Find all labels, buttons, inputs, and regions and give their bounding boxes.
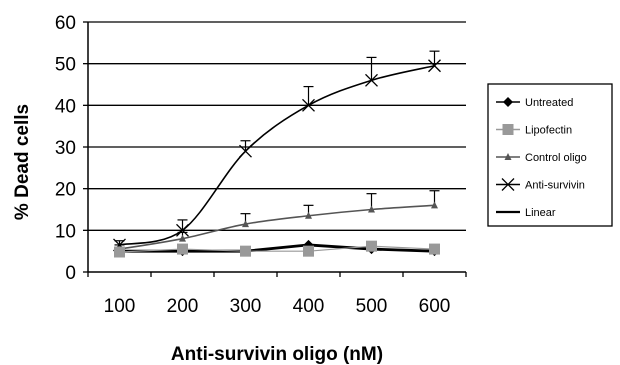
grid-lines <box>88 21 466 231</box>
point-anti-survivin-300-stroke-b <box>239 144 252 158</box>
legend-label-control-oligo: Control oligo <box>525 152 587 164</box>
y-tick-labels: 0 10 20 30 40 50 60 <box>55 13 76 284</box>
point-anti-survivin-200 <box>176 223 189 237</box>
x-tick-label-200: 200 <box>167 296 199 317</box>
x-tick-labels: 100 200 300 400 500 600 <box>104 296 451 317</box>
series-line-untreated <box>119 243 435 253</box>
legend-label-untreated: Untreated <box>525 97 573 109</box>
legend: Untreated Lipofectin Control oligo Anti-sur… <box>487 83 613 227</box>
x-axis-title: Anti-survivin oligo (nM) <box>171 344 383 365</box>
x-tick-label-400: 400 <box>293 296 325 317</box>
point-control-oligo-400 <box>305 211 312 219</box>
point-lipofectin-200 <box>177 243 188 255</box>
x-tick-label-600: 600 <box>419 296 451 317</box>
point-control-oligo-600 <box>431 201 438 209</box>
point-anti-survivin-500 <box>365 73 378 87</box>
point-anti-survivin-300 <box>239 144 252 158</box>
series-line-lipofectin <box>119 245 435 253</box>
legend-label-linear: Linear <box>525 207 556 219</box>
x-tick-label-300: 300 <box>230 296 262 317</box>
legend-marker-anti-survivin-stroke-b <box>501 178 515 191</box>
axes <box>83 21 467 277</box>
point-lipofectin-600 <box>429 243 440 255</box>
point-anti-survivin-400 <box>302 98 315 112</box>
y-tick-label-60: 60 <box>55 13 76 34</box>
point-lipofectin-300 <box>240 245 251 257</box>
series-group <box>113 59 441 258</box>
point-control-oligo-200 <box>179 234 186 242</box>
legend-marker-lipofectin <box>502 124 514 135</box>
point-control-oligo-500 <box>368 205 375 213</box>
point-anti-survivin-200-stroke-b <box>176 223 189 237</box>
series-line-control-oligo <box>119 204 435 250</box>
point-lipofectin-400 <box>303 245 314 257</box>
x-tick-label-500: 500 <box>356 296 388 317</box>
y-tick-label-50: 50 <box>55 55 76 76</box>
legend-marker-anti-survivin <box>501 178 515 191</box>
point-control-oligo-300 <box>242 220 249 228</box>
point-lipofectin-500 <box>366 240 377 252</box>
y-tick-label-40: 40 <box>55 96 76 117</box>
point-lipofectin-100 <box>114 246 125 258</box>
series-line-anti-survivin <box>119 64 435 246</box>
x-tick-label-100: 100 <box>104 296 136 317</box>
y-tick-label-20: 20 <box>55 180 76 201</box>
y-tick-label-0: 0 <box>65 263 76 284</box>
point-anti-survivin-600 <box>428 59 441 73</box>
point-anti-survivin-500-stroke-b <box>365 73 378 87</box>
point-anti-survivin-600-stroke-b <box>428 59 441 73</box>
y-tick-label-30: 30 <box>55 138 76 159</box>
legend-marker-untreated <box>503 97 513 107</box>
legend-label-anti-survivin: Anti-survivin <box>525 180 585 192</box>
legend-marker-control-oligo <box>504 153 512 160</box>
legend-label-lipofectin: Lipofectin <box>525 125 572 137</box>
point-anti-survivin-400-stroke-b <box>302 98 315 112</box>
y-tick-label-10: 10 <box>55 221 76 242</box>
y-axis-title: % Dead cells <box>12 104 33 220</box>
